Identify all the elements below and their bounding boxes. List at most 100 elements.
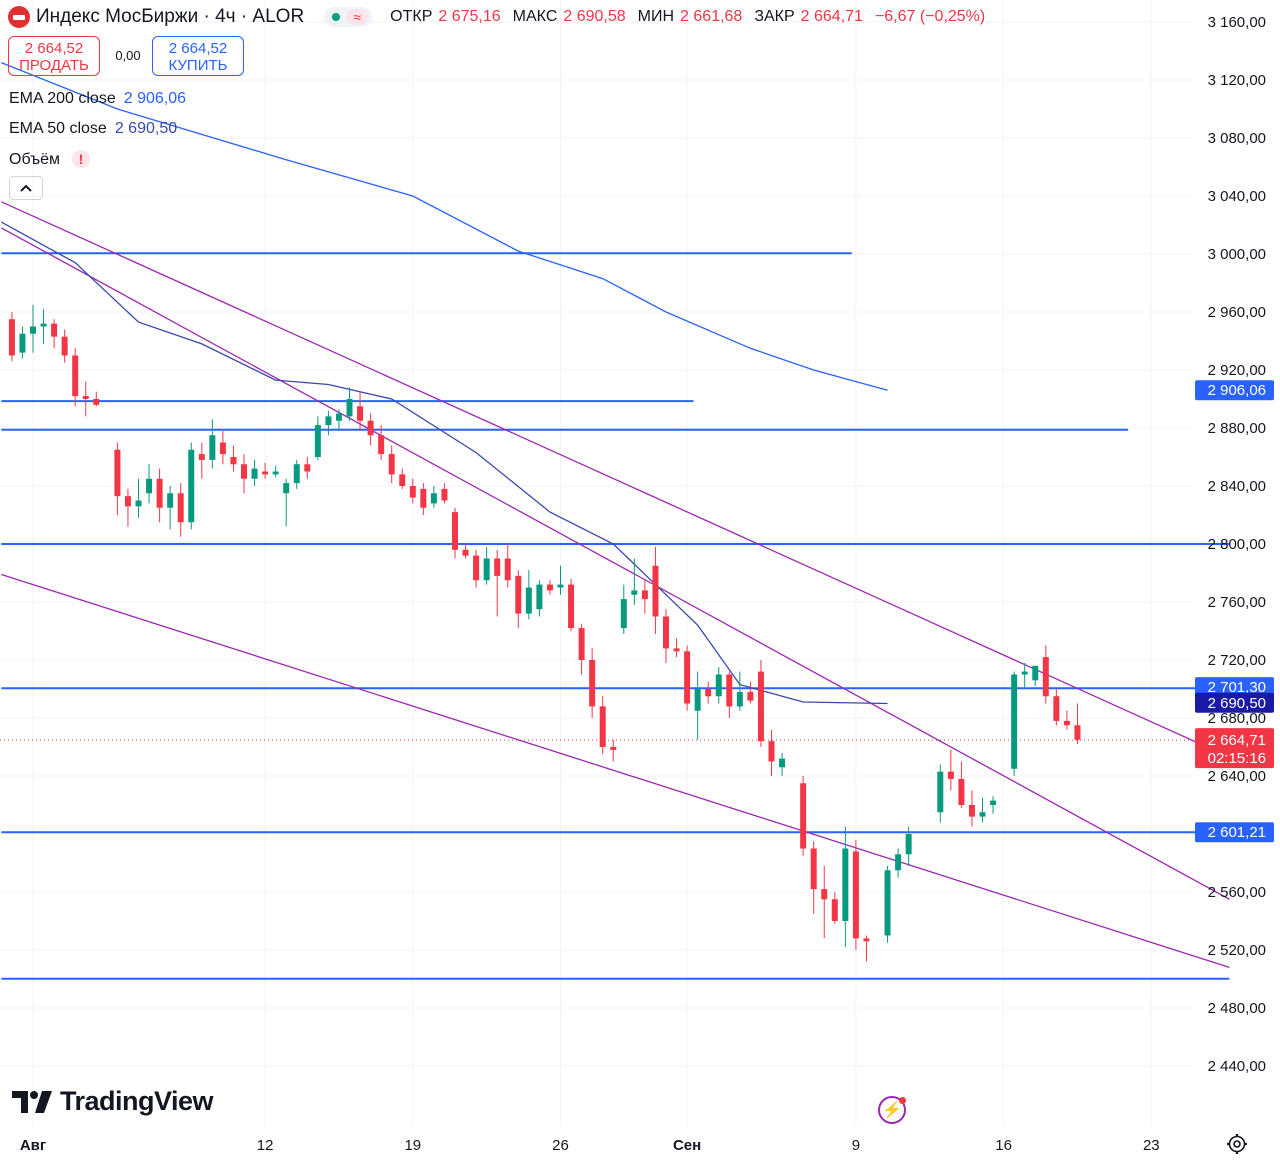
candle bbox=[219, 430, 226, 465]
candle bbox=[546, 580, 553, 595]
candle bbox=[1063, 710, 1070, 730]
candle-body bbox=[715, 674, 722, 697]
candle-body bbox=[251, 468, 258, 479]
x-tick-label: 16 bbox=[995, 1137, 1012, 1154]
candle-body bbox=[93, 399, 100, 405]
candle-body bbox=[694, 689, 701, 711]
candle bbox=[61, 329, 68, 363]
gear-icon[interactable] bbox=[1226, 1133, 1248, 1155]
candle bbox=[378, 425, 385, 460]
candle bbox=[525, 570, 532, 620]
candle bbox=[1021, 662, 1028, 689]
candle bbox=[578, 623, 585, 675]
candle bbox=[251, 459, 258, 486]
volume-legend[interactable]: Объём! bbox=[9, 150, 90, 169]
candle bbox=[304, 457, 311, 479]
y-tick-label: 2 680,00 bbox=[1208, 710, 1266, 727]
candle-body bbox=[388, 454, 395, 475]
candle-body bbox=[757, 671, 764, 742]
candle bbox=[620, 584, 627, 634]
candle-body bbox=[800, 783, 807, 849]
candle bbox=[937, 764, 944, 823]
candle bbox=[409, 478, 416, 504]
sell-price: 2 664,52 bbox=[24, 40, 84, 57]
candle bbox=[831, 892, 838, 924]
candle bbox=[346, 387, 353, 421]
candle bbox=[367, 413, 374, 446]
ema200-legend[interactable]: EMA 200 close 2 906,06 bbox=[9, 90, 186, 108]
collapse-legend-button[interactable] bbox=[9, 176, 43, 200]
ema200-value: 2 906,06 bbox=[123, 90, 187, 107]
symbol-title[interactable]: Индекс МосБиржи · 4ч · ALOR bbox=[36, 6, 305, 27]
candle bbox=[357, 391, 364, 431]
candle bbox=[684, 645, 691, 711]
candle-body bbox=[768, 741, 775, 762]
candle bbox=[757, 660, 764, 747]
tradingview-logo[interactable]: TradingView bbox=[12, 1086, 214, 1117]
price-label-box bbox=[1195, 822, 1274, 843]
candle-body bbox=[452, 512, 458, 550]
current-price-text: 2 664,71 bbox=[1208, 732, 1266, 749]
candle bbox=[114, 442, 121, 515]
candle-body bbox=[357, 406, 364, 421]
candle-body bbox=[346, 399, 353, 417]
candle bbox=[30, 304, 36, 353]
y-tick-label: 3 040,00 bbox=[1208, 188, 1266, 205]
candle-body bbox=[1042, 657, 1049, 697]
candle-body bbox=[409, 486, 416, 498]
candle bbox=[483, 546, 490, 585]
candle-body bbox=[188, 449, 195, 523]
candle bbox=[420, 483, 427, 515]
candle bbox=[863, 935, 870, 962]
candle-body bbox=[314, 425, 321, 457]
candle bbox=[314, 416, 321, 460]
candle bbox=[473, 549, 480, 588]
candle bbox=[230, 445, 237, 472]
candle bbox=[124, 488, 131, 527]
y-tick-label: 2 480,00 bbox=[1208, 1000, 1266, 1017]
candle-body bbox=[884, 870, 891, 936]
candle bbox=[177, 483, 184, 537]
candle bbox=[209, 419, 216, 469]
price-label: 2 906,06 bbox=[1195, 380, 1274, 401]
candle bbox=[726, 671, 733, 718]
candle bbox=[72, 348, 79, 407]
y-tick-label: 2 440,00 bbox=[1208, 1058, 1266, 1075]
candle bbox=[958, 761, 965, 808]
chart-grid bbox=[0, 0, 1192, 1126]
y-tick-label: 3 080,00 bbox=[1208, 130, 1266, 147]
candle-body bbox=[124, 496, 131, 507]
x-tick-label: 23 bbox=[1143, 1137, 1160, 1154]
candle-body bbox=[652, 565, 659, 617]
candle-body bbox=[663, 616, 669, 649]
candle-body bbox=[72, 355, 79, 397]
price-label: 2 601,21 bbox=[1195, 822, 1274, 843]
warning-icon[interactable]: ! bbox=[71, 150, 90, 168]
moex-logo-icon bbox=[8, 6, 30, 28]
buy-price: 2 664,52 bbox=[168, 40, 228, 57]
candle-body bbox=[821, 889, 828, 900]
candle bbox=[1053, 689, 1060, 726]
ema200-line bbox=[1, 61, 888, 391]
price-axis[interactable]: 3 160,00 3 120,00 3 080,00 3 040,00 3 000,00… bbox=[1208, 14, 1266, 1075]
time-axis[interactable]: Авг 12 19 26 Сен 9 16 23 bbox=[20, 1137, 1160, 1154]
buy-button[interactable]: 2 664,52 КУПИТЬ bbox=[152, 36, 244, 76]
sell-button[interactable]: 2 664,52 ПРОДАТЬ bbox=[8, 36, 100, 76]
close-value: 2 664,71 bbox=[800, 8, 863, 25]
y-tick-label: 2 840,00 bbox=[1208, 478, 1266, 495]
ema50-legend[interactable]: EMA 50 close 2 690,50 bbox=[9, 120, 177, 138]
candle-body bbox=[473, 555, 480, 581]
price-label-text: 2 601,21 bbox=[1208, 824, 1266, 841]
high-label: МАКС bbox=[512, 8, 558, 25]
candle-body bbox=[420, 488, 427, 508]
candle-body bbox=[156, 478, 163, 508]
candle bbox=[19, 326, 26, 359]
lightning-icon[interactable]: ⚡ bbox=[878, 1096, 906, 1124]
market-status[interactable]: ≈ bbox=[324, 7, 373, 27]
candle-body bbox=[684, 651, 691, 704]
candle bbox=[515, 570, 522, 629]
candle bbox=[462, 544, 469, 559]
x-tick-label: 9 bbox=[852, 1137, 860, 1154]
